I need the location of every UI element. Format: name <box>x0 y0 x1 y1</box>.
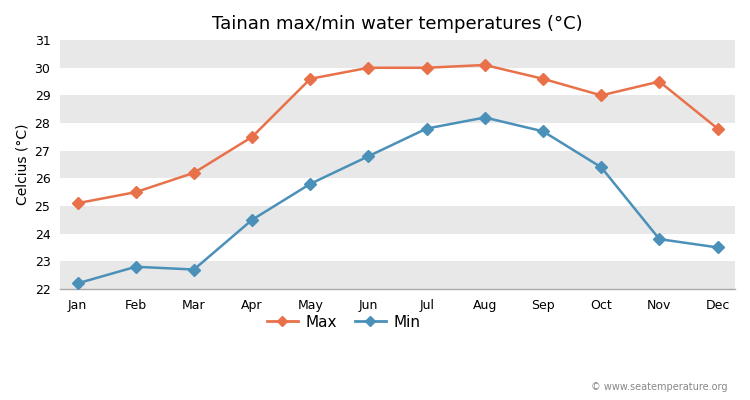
Bar <box>60 206 735 234</box>
Bar <box>60 95 735 123</box>
Title: Tainan max/min water temperatures (°C): Tainan max/min water temperatures (°C) <box>212 15 583 33</box>
Min <box>480 115 489 120</box>
Bar <box>60 40 735 68</box>
Legend: Max, Min: Max, Min <box>261 309 426 336</box>
Y-axis label: Celcius (°C): Celcius (°C) <box>15 124 29 205</box>
Max <box>538 76 548 81</box>
Min <box>364 154 373 159</box>
Max <box>480 62 489 67</box>
Max <box>655 79 664 84</box>
Min <box>422 126 431 131</box>
Max <box>422 65 431 70</box>
Max <box>131 190 140 194</box>
Min <box>248 217 256 222</box>
Min <box>306 182 315 186</box>
Max <box>597 93 606 98</box>
Min <box>190 267 199 272</box>
Max <box>73 201 82 206</box>
Line: Min: Min <box>74 113 722 288</box>
Min <box>713 245 722 250</box>
Min <box>655 237 664 242</box>
Max <box>306 76 315 81</box>
Max <box>713 126 722 131</box>
Text: © www.seatemperature.org: © www.seatemperature.org <box>591 382 728 392</box>
Bar <box>60 151 735 178</box>
Max <box>364 65 373 70</box>
Min <box>597 165 606 170</box>
Max <box>190 170 199 175</box>
Min <box>73 281 82 286</box>
Bar <box>60 261 735 289</box>
Max <box>248 134 256 139</box>
Min <box>538 129 548 134</box>
Line: Max: Max <box>74 61 722 207</box>
Min <box>131 264 140 269</box>
